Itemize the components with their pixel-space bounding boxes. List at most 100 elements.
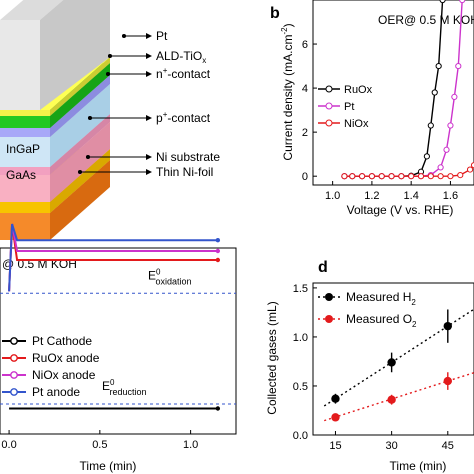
panel-b-chart: b OER@ 0.5 M KOH RuOx Pt NiOx 1.0 1.2 1.4 1.6… bbox=[270, 0, 474, 217]
panel-c-legend-label-ruox-anode: RuOx anode bbox=[32, 351, 100, 365]
layer-pt-side bbox=[50, 57, 110, 116]
panel-d-point-measured-h2 bbox=[331, 394, 340, 403]
panel-c-legend-label-pt-anode: Pt anode bbox=[32, 385, 80, 399]
panel-b-point-ruox bbox=[431, 89, 438, 96]
panel-b-point-niox bbox=[437, 173, 444, 180]
panel-b-ytick-label: 4 bbox=[302, 83, 308, 95]
layer-gray-side bbox=[40, 0, 110, 110]
panel-b-point-pt bbox=[459, 0, 466, 4]
panel-c-legend-marker-pt-cathode bbox=[10, 337, 18, 345]
label-ald-tio: ALD-TiO bbox=[156, 49, 202, 63]
layer-pt-front bbox=[0, 110, 50, 116]
panel-b-point-ruox bbox=[423, 153, 430, 160]
panel-d-point-measured-o2 bbox=[331, 413, 340, 422]
panel-d-xtick-label: 30 bbox=[386, 440, 398, 452]
panel-b-point-niox bbox=[349, 173, 356, 180]
panel-c-reference-label-reduction: E0 reduction bbox=[102, 378, 147, 397]
panel-c-reference-label-oxidation: E0 oxidation bbox=[148, 267, 192, 286]
panel-d-ytick-label: 1.5 bbox=[293, 283, 308, 295]
panel-c-xlabel: Time (min) bbox=[80, 459, 137, 473]
panel-b-point-niox bbox=[358, 173, 366, 180]
panel-b-legend-marker-ruox bbox=[325, 85, 333, 93]
layer-ni-substrate-front bbox=[0, 202, 50, 213]
panel-b-point-ruox bbox=[439, 0, 446, 4]
panel-b-point-ruox bbox=[427, 122, 434, 129]
panel-label-d: d bbox=[318, 259, 328, 276]
panel-c-legend-marker-ruox-anode bbox=[10, 354, 18, 362]
layer-ingap-front bbox=[0, 137, 50, 167]
label-gaas: GaAs bbox=[6, 168, 36, 182]
panel-d-legend-marker-measured-o2 bbox=[325, 315, 333, 323]
panel-b-point-niox bbox=[341, 173, 348, 180]
layer-gray-top bbox=[0, 0, 64, 20]
panel-b-point-pt bbox=[455, 62, 462, 70]
panel-d-point-measured-o2 bbox=[387, 395, 396, 404]
panel-b-legend-marker-niox bbox=[325, 119, 333, 127]
panel-d-legend-label-measured-o2: Measured O2 bbox=[346, 312, 417, 329]
panel-d-ytick-label: 0.0 bbox=[293, 430, 308, 442]
label-ald-tio-sub: x bbox=[202, 56, 206, 65]
panel-d-xtick-label: 45 bbox=[442, 440, 454, 452]
panel-b-point-niox bbox=[466, 166, 474, 173]
label-p-contact: -contact bbox=[167, 111, 210, 125]
label-p-sup: + bbox=[163, 110, 168, 119]
panel-b-point-ruox bbox=[435, 62, 442, 70]
panel-b-ylabel: Current density (mA.cm-2) bbox=[280, 23, 295, 160]
svg-text:n+-contact: n+-contact bbox=[156, 66, 211, 81]
panel-b-xtick-label: 1.4 bbox=[404, 190, 419, 202]
label-p: p bbox=[156, 111, 163, 125]
panel-d-ylabel: Collected gases (mL) bbox=[265, 301, 279, 414]
panel-d-frame bbox=[312, 282, 474, 436]
panel-b-point-niox bbox=[408, 173, 415, 180]
panel-b-xtick-label: 1.6 bbox=[443, 190, 458, 202]
panel-c-end-marker-pt-anode bbox=[215, 238, 221, 243]
panel-d-legend-label-measured-h2: Measured H2 bbox=[346, 290, 416, 307]
panel-d-chart: d Measured H2 Measured O2 15 30 45 0.0 0.5 1.0… bbox=[265, 259, 474, 473]
label-n-contact: -contact bbox=[167, 67, 210, 81]
panel-c-legend-marker-pt-anode bbox=[10, 388, 18, 396]
panel-c-legend-marker-niox-anode bbox=[10, 371, 18, 379]
panel-b-xlabel: Voltage (V vs. RHE) bbox=[347, 203, 454, 217]
panel-c-legend-label-niox-anode: NiOx anode bbox=[32, 368, 96, 382]
panel-c-xtick-label: 1.0 bbox=[183, 439, 198, 451]
panel-b-point-niox bbox=[417, 173, 425, 180]
panel-b-legend-label-ruox: RuOx bbox=[344, 84, 373, 96]
panel-b-point-pt bbox=[437, 164, 444, 171]
label-n-sup: + bbox=[163, 66, 168, 75]
layer-ald-tio-side bbox=[50, 63, 110, 128]
layer-ald-tio-front bbox=[0, 116, 50, 128]
panel-b-legend-label-niox: NiOx bbox=[344, 118, 369, 130]
svg-text:p+-contact: p+-contact bbox=[156, 110, 211, 125]
panel-d-point-measured-h2 bbox=[443, 321, 452, 331]
layer-ingap-side bbox=[50, 84, 110, 167]
panel-d-xtick-label: 15 bbox=[329, 440, 341, 452]
panel-d-ytick-label: 1.0 bbox=[293, 332, 308, 344]
panel-b-point-niox bbox=[388, 173, 395, 180]
panel-c-xtick-label: 0.5 bbox=[92, 439, 107, 451]
panel-b-point-pt bbox=[443, 146, 450, 153]
panel-a-device-stack: Pt ALD-TiOx n+-contact InGaP p+-contact … bbox=[0, 0, 220, 240]
label-ni-substrate: Ni substrate bbox=[156, 150, 220, 164]
panel-d-xlabel: Time (min) bbox=[390, 459, 447, 473]
panel-b-ytick-label: 2 bbox=[302, 127, 308, 139]
panel-b-point-niox bbox=[378, 173, 385, 180]
svg-text:ALD-TiOx: ALD-TiOx bbox=[156, 49, 206, 65]
panel-b-ytick-label: 0 bbox=[302, 171, 308, 183]
layer-p-contact-side bbox=[50, 114, 110, 175]
layer-ni-substrate-side bbox=[50, 149, 110, 213]
panel-b-point-niox bbox=[447, 173, 454, 180]
panel-c-xtick-label: 0.0 bbox=[1, 439, 16, 451]
label-thin-ni-foil: Thin Ni-foil bbox=[156, 165, 213, 179]
panel-b-xtick-label: 1.0 bbox=[325, 190, 340, 202]
panel-d-point-measured-o2 bbox=[443, 376, 452, 386]
panel-c-legend-label-pt-cathode: Pt Cathode bbox=[32, 334, 92, 348]
panel-d-legend-marker-measured-h2 bbox=[325, 293, 333, 301]
panel-b-point-pt bbox=[447, 122, 454, 129]
layer-thin-ni-foil-side bbox=[50, 160, 110, 240]
panel-c-end-marker-pt-cathode bbox=[215, 406, 221, 411]
panel-c-end-marker-niox-anode bbox=[215, 248, 221, 254]
layer-gray-front bbox=[0, 20, 40, 110]
panel-b-point-pt bbox=[451, 93, 458, 101]
panel-b-point-niox bbox=[457, 171, 464, 179]
